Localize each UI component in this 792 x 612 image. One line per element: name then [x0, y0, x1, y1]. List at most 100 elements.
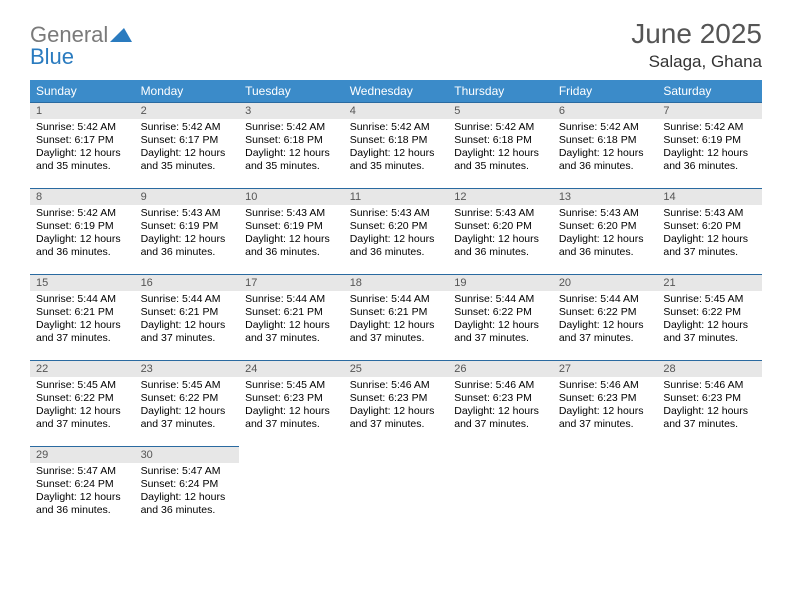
- calendar-cell: 19Sunrise: 5:44 AMSunset: 6:22 PMDayligh…: [448, 275, 553, 361]
- daylight-line: Daylight: 12 hours and 37 minutes.: [36, 405, 129, 431]
- sunrise-line: Sunrise: 5:47 AM: [36, 465, 129, 478]
- daylight-line: Daylight: 12 hours and 37 minutes.: [559, 405, 652, 431]
- day-content: Sunrise: 5:44 AMSunset: 6:22 PMDaylight:…: [448, 291, 553, 350]
- sunset-line: Sunset: 6:21 PM: [36, 306, 129, 319]
- daylight-line: Daylight: 12 hours and 36 minutes.: [559, 233, 652, 259]
- day-content: Sunrise: 5:46 AMSunset: 6:23 PMDaylight:…: [448, 377, 553, 436]
- daylight-line: Daylight: 12 hours and 37 minutes.: [454, 319, 547, 345]
- daylight-line: Daylight: 12 hours and 36 minutes.: [559, 147, 652, 173]
- day-number: 24: [239, 361, 344, 377]
- sunrise-line: Sunrise: 5:42 AM: [36, 207, 129, 220]
- day-content: Sunrise: 5:43 AMSunset: 6:20 PMDaylight:…: [344, 205, 449, 264]
- day-content: Sunrise: 5:44 AMSunset: 6:22 PMDaylight:…: [553, 291, 658, 350]
- daylight-line: Daylight: 12 hours and 35 minutes.: [245, 147, 338, 173]
- sunrise-line: Sunrise: 5:45 AM: [245, 379, 338, 392]
- calendar-body: 1Sunrise: 5:42 AMSunset: 6:17 PMDaylight…: [30, 103, 762, 533]
- day-number: 3: [239, 103, 344, 119]
- calendar-cell: 1Sunrise: 5:42 AMSunset: 6:17 PMDaylight…: [30, 103, 135, 189]
- daylight-line: Daylight: 12 hours and 37 minutes.: [559, 319, 652, 345]
- day-content: Sunrise: 5:44 AMSunset: 6:21 PMDaylight:…: [344, 291, 449, 350]
- sunrise-line: Sunrise: 5:45 AM: [36, 379, 129, 392]
- sunrise-line: Sunrise: 5:45 AM: [141, 379, 234, 392]
- daylight-line: Daylight: 12 hours and 37 minutes.: [36, 319, 129, 345]
- sunset-line: Sunset: 6:17 PM: [141, 134, 234, 147]
- sunset-line: Sunset: 6:19 PM: [663, 134, 756, 147]
- day-content: Sunrise: 5:45 AMSunset: 6:23 PMDaylight:…: [239, 377, 344, 436]
- sunrise-line: Sunrise: 5:46 AM: [350, 379, 443, 392]
- day-content: Sunrise: 5:44 AMSunset: 6:21 PMDaylight:…: [135, 291, 240, 350]
- calendar-row: 15Sunrise: 5:44 AMSunset: 6:21 PMDayligh…: [30, 275, 762, 361]
- calendar-cell: 12Sunrise: 5:43 AMSunset: 6:20 PMDayligh…: [448, 189, 553, 275]
- weekday-header: Wednesday: [344, 80, 449, 103]
- logo-text-wrap: General Blue: [30, 24, 132, 68]
- daylight-line: Daylight: 12 hours and 37 minutes.: [454, 405, 547, 431]
- calendar-cell: 2Sunrise: 5:42 AMSunset: 6:17 PMDaylight…: [135, 103, 240, 189]
- daylight-line: Daylight: 12 hours and 37 minutes.: [663, 233, 756, 259]
- sunset-line: Sunset: 6:20 PM: [454, 220, 547, 233]
- logo-word-2: Blue: [30, 44, 74, 69]
- calendar-cell: 20Sunrise: 5:44 AMSunset: 6:22 PMDayligh…: [553, 275, 658, 361]
- daylight-line: Daylight: 12 hours and 37 minutes.: [141, 319, 234, 345]
- day-number: 19: [448, 275, 553, 291]
- day-number: 1: [30, 103, 135, 119]
- sunset-line: Sunset: 6:22 PM: [663, 306, 756, 319]
- calendar-cell: 26Sunrise: 5:46 AMSunset: 6:23 PMDayligh…: [448, 361, 553, 447]
- weekday-header: Tuesday: [239, 80, 344, 103]
- day-content: Sunrise: 5:43 AMSunset: 6:20 PMDaylight:…: [657, 205, 762, 264]
- calendar-cell: 11Sunrise: 5:43 AMSunset: 6:20 PMDayligh…: [344, 189, 449, 275]
- sunrise-line: Sunrise: 5:42 AM: [141, 121, 234, 134]
- sunset-line: Sunset: 6:23 PM: [350, 392, 443, 405]
- day-number: 5: [448, 103, 553, 119]
- calendar-cell: 9Sunrise: 5:43 AMSunset: 6:19 PMDaylight…: [135, 189, 240, 275]
- sunrise-line: Sunrise: 5:46 AM: [663, 379, 756, 392]
- calendar-cell: 21Sunrise: 5:45 AMSunset: 6:22 PMDayligh…: [657, 275, 762, 361]
- daylight-line: Daylight: 12 hours and 37 minutes.: [663, 319, 756, 345]
- daylight-line: Daylight: 12 hours and 36 minutes.: [141, 491, 234, 517]
- sunset-line: Sunset: 6:22 PM: [36, 392, 129, 405]
- sunset-line: Sunset: 6:20 PM: [559, 220, 652, 233]
- sunrise-line: Sunrise: 5:42 AM: [350, 121, 443, 134]
- daylight-line: Daylight: 12 hours and 37 minutes.: [663, 405, 756, 431]
- sunrise-line: Sunrise: 5:42 AM: [36, 121, 129, 134]
- calendar-table: SundayMondayTuesdayWednesdayThursdayFrid…: [30, 80, 762, 533]
- day-content: Sunrise: 5:42 AMSunset: 6:17 PMDaylight:…: [30, 119, 135, 178]
- day-number: 2: [135, 103, 240, 119]
- sunset-line: Sunset: 6:23 PM: [559, 392, 652, 405]
- day-number: 10: [239, 189, 344, 205]
- daylight-line: Daylight: 12 hours and 37 minutes.: [245, 319, 338, 345]
- weekday-header: Saturday: [657, 80, 762, 103]
- day-content: Sunrise: 5:42 AMSunset: 6:18 PMDaylight:…: [344, 119, 449, 178]
- daylight-line: Daylight: 12 hours and 36 minutes.: [350, 233, 443, 259]
- calendar-cell: 14Sunrise: 5:43 AMSunset: 6:20 PMDayligh…: [657, 189, 762, 275]
- sunset-line: Sunset: 6:19 PM: [245, 220, 338, 233]
- calendar-row: 1Sunrise: 5:42 AMSunset: 6:17 PMDaylight…: [30, 103, 762, 189]
- daylight-line: Daylight: 12 hours and 36 minutes.: [141, 233, 234, 259]
- sunset-line: Sunset: 6:18 PM: [245, 134, 338, 147]
- weekday-header: Thursday: [448, 80, 553, 103]
- day-number: 30: [135, 447, 240, 463]
- sunrise-line: Sunrise: 5:46 AM: [559, 379, 652, 392]
- title-block: June 2025 Salaga, Ghana: [631, 18, 762, 72]
- daylight-line: Daylight: 12 hours and 36 minutes.: [245, 233, 338, 259]
- calendar-cell: 24Sunrise: 5:45 AMSunset: 6:23 PMDayligh…: [239, 361, 344, 447]
- sunrise-line: Sunrise: 5:44 AM: [141, 293, 234, 306]
- day-content: Sunrise: 5:42 AMSunset: 6:18 PMDaylight:…: [239, 119, 344, 178]
- sunset-line: Sunset: 6:22 PM: [559, 306, 652, 319]
- day-number: 23: [135, 361, 240, 377]
- location-label: Salaga, Ghana: [631, 52, 762, 72]
- sunset-line: Sunset: 6:20 PM: [350, 220, 443, 233]
- sunset-line: Sunset: 6:21 PM: [350, 306, 443, 319]
- day-number: 14: [657, 189, 762, 205]
- sunset-line: Sunset: 6:18 PM: [454, 134, 547, 147]
- day-number: 20: [553, 275, 658, 291]
- sunrise-line: Sunrise: 5:43 AM: [559, 207, 652, 220]
- calendar-cell: 18Sunrise: 5:44 AMSunset: 6:21 PMDayligh…: [344, 275, 449, 361]
- calendar-cell: [239, 447, 344, 533]
- daylight-line: Daylight: 12 hours and 37 minutes.: [350, 319, 443, 345]
- calendar-row: 8Sunrise: 5:42 AMSunset: 6:19 PMDaylight…: [30, 189, 762, 275]
- sunset-line: Sunset: 6:22 PM: [454, 306, 547, 319]
- daylight-line: Daylight: 12 hours and 36 minutes.: [663, 147, 756, 173]
- weekday-header: Monday: [135, 80, 240, 103]
- calendar-cell: 28Sunrise: 5:46 AMSunset: 6:23 PMDayligh…: [657, 361, 762, 447]
- calendar-cell: 15Sunrise: 5:44 AMSunset: 6:21 PMDayligh…: [30, 275, 135, 361]
